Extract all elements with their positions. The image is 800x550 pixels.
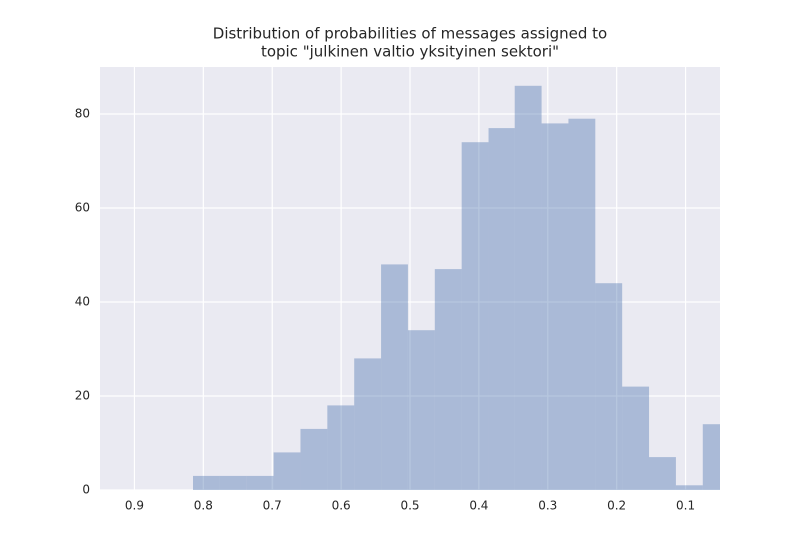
y-tick-label: 60 (75, 201, 90, 215)
bar (434, 269, 462, 490)
bar (381, 264, 408, 490)
bar (461, 142, 489, 490)
bars (193, 85, 720, 490)
bar (354, 358, 382, 490)
bar (407, 330, 435, 490)
bar (595, 283, 623, 490)
x-tick-label: 0.2 (607, 499, 626, 513)
bar (649, 457, 676, 490)
bar (622, 386, 650, 490)
y-tick-label: 20 (75, 389, 90, 403)
x-tick-label: 0.6 (332, 499, 351, 513)
x-tick-label: 0.1 (676, 499, 695, 513)
bar (702, 424, 720, 490)
bar (568, 118, 596, 490)
x-tick-label: 0.5 (400, 499, 419, 513)
y-tick-label: 40 (75, 295, 90, 309)
bar (300, 428, 328, 490)
bar (514, 85, 542, 490)
x-tick-label: 0.4 (469, 499, 488, 513)
x-tick-label: 0.8 (194, 499, 213, 513)
x-tick-label: 0.9 (125, 499, 144, 513)
y-tick-label: 0 (82, 483, 90, 497)
bar (193, 475, 220, 490)
bar (541, 123, 569, 490)
chart-title: topic "julkinen valtio yksityinen sektor… (261, 43, 559, 61)
bar (488, 128, 515, 490)
x-tick-label: 0.7 (263, 499, 282, 513)
bar (327, 405, 355, 490)
x-tick-label: 0.3 (538, 499, 557, 513)
bar (219, 475, 247, 490)
chart-title: Distribution of probabilities of message… (213, 25, 607, 43)
bar (246, 475, 274, 490)
bar (675, 485, 703, 490)
y-tick-label: 80 (75, 107, 90, 121)
bar (273, 452, 301, 490)
